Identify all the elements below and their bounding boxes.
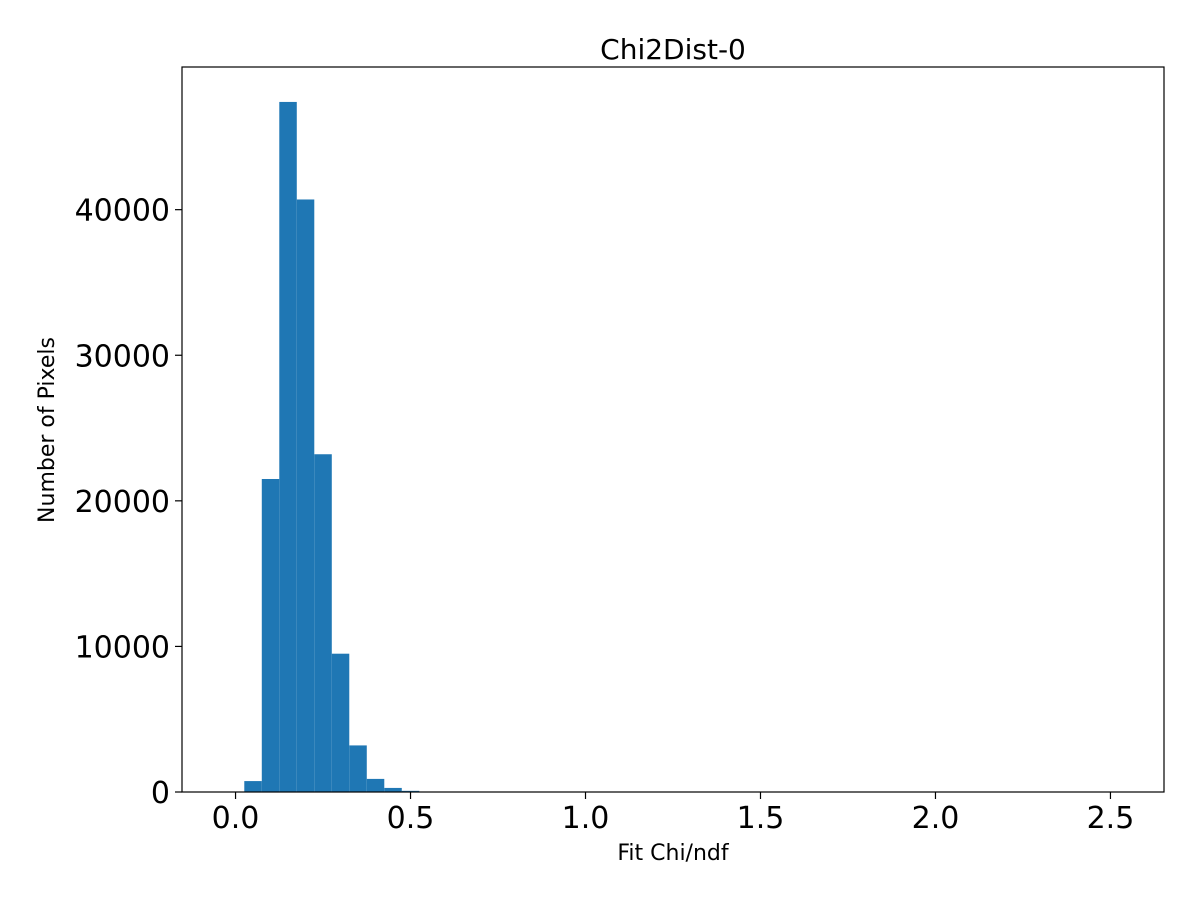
histogram-bar — [261, 478, 280, 792]
x-tick-label: 2.5 — [1087, 801, 1135, 836]
histogram-bar — [279, 101, 297, 792]
histogram-bar — [349, 745, 367, 792]
histogram-bar — [314, 454, 332, 792]
histogram-bar — [244, 781, 262, 792]
x-tick-label: 1.0 — [562, 801, 610, 836]
y-tick-label: 10000 — [75, 630, 170, 665]
x-axis-label: Fit Chi/ndf — [617, 841, 730, 866]
histogram-bar — [331, 653, 350, 792]
x-tick-label: 0.0 — [212, 801, 260, 836]
y-tick-label: 20000 — [75, 485, 170, 520]
y-tick-label: 40000 — [75, 194, 170, 229]
x-tick-label: 2.0 — [912, 801, 960, 836]
x-tick-label: 1.5 — [737, 801, 785, 836]
histogram-bar — [366, 778, 385, 792]
chart-title: Chi2Dist-0 — [600, 33, 746, 66]
y-tick-label: 30000 — [75, 339, 170, 374]
x-tick-label: 0.5 — [387, 801, 435, 836]
histogram-bar — [384, 787, 402, 792]
y-axis-label: Number of Pixels — [35, 337, 60, 523]
plot-frame — [181, 66, 1165, 793]
histogram-bar — [296, 199, 315, 792]
y-tick-label: 0 — [151, 776, 170, 811]
